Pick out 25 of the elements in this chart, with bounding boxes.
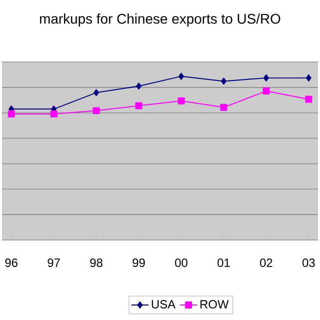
point <box>94 89 100 96</box>
x-tick-label: 02 <box>260 258 272 267</box>
x-tick-label: 00 <box>175 258 188 267</box>
point <box>135 102 142 110</box>
legend-label: ROW <box>200 300 229 309</box>
x-tick-label: 03 <box>302 258 315 267</box>
point <box>220 78 226 85</box>
chart-title: markups for Chinese exports to US/RO <box>40 14 280 27</box>
point <box>305 96 312 103</box>
point <box>92 107 100 114</box>
point <box>8 110 15 118</box>
x-tick-label: 99 <box>132 258 145 267</box>
point <box>263 74 269 82</box>
x-tick-label: 01 <box>218 258 230 267</box>
x-tick-label: 98 <box>90 258 102 267</box>
point <box>136 82 142 90</box>
point <box>220 104 228 111</box>
x-tick-label: 97 <box>48 258 60 267</box>
point <box>178 97 185 104</box>
x-tick-label: 96 <box>5 258 18 267</box>
point <box>178 72 184 80</box>
point <box>50 110 58 118</box>
point <box>306 74 312 82</box>
legend-label: USA <box>152 300 176 309</box>
point <box>262 88 270 95</box>
